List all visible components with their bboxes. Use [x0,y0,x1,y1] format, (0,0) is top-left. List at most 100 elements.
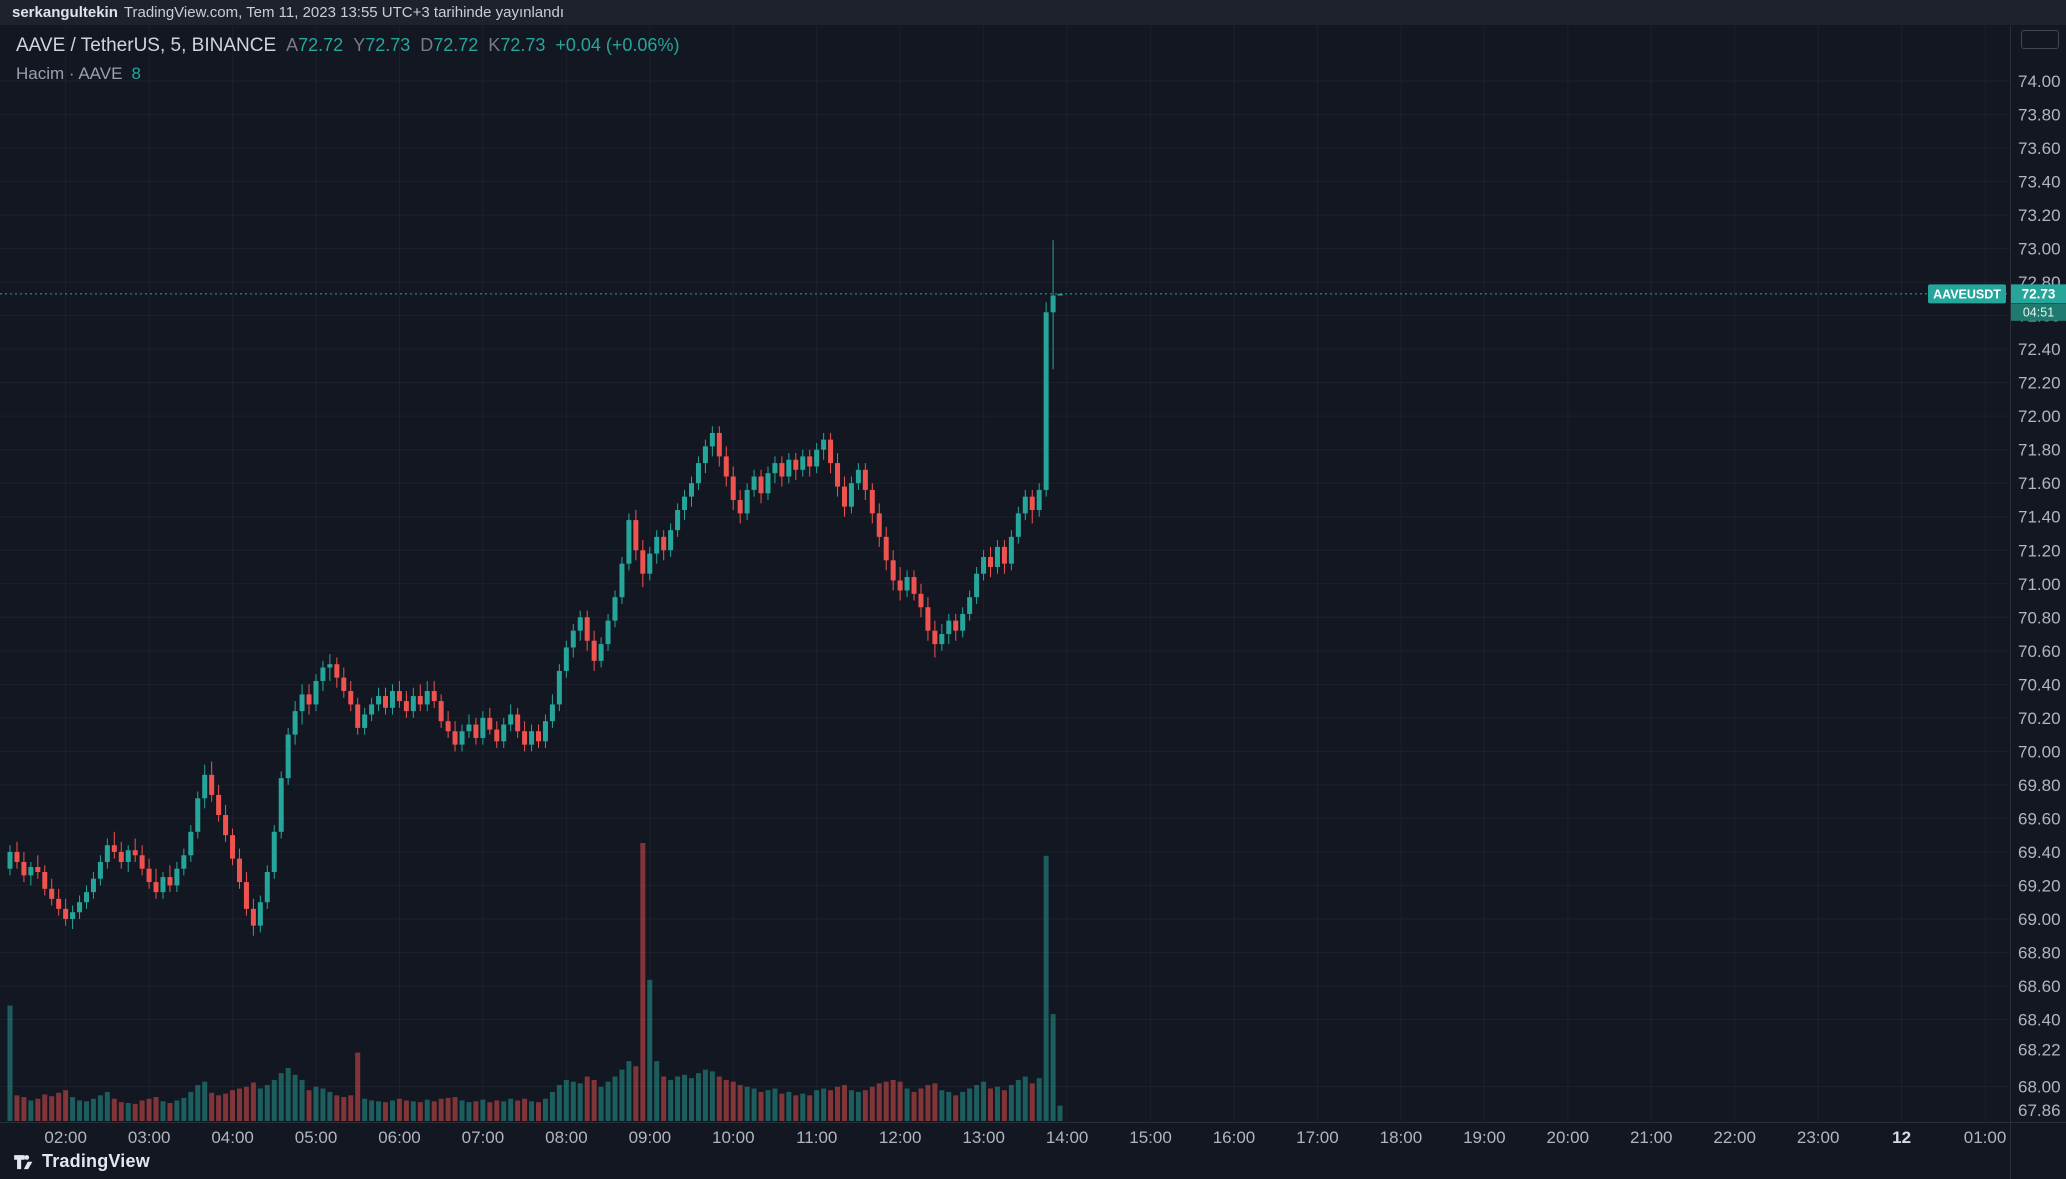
volume-bar [257,1088,263,1121]
candle-body [146,868,152,883]
candle-body [417,696,423,705]
volume-bar [494,1100,500,1121]
candle-body [828,439,834,464]
volume-bar [376,1101,382,1121]
volume-bar [271,1079,277,1121]
volume-bar [960,1091,966,1121]
volume-bar [570,1081,576,1121]
candle-body [111,845,117,852]
price-axis-label: 70.40 [2018,675,2061,694]
volume-bar [1008,1085,1014,1121]
price-axis-label: 72.00 [2018,407,2061,426]
last-price-badge [2011,284,2066,304]
candle-body [633,520,639,551]
volume-bar [883,1081,889,1121]
top-right-button[interactable] [2021,30,2059,49]
candle-body [904,577,910,591]
footer-brand[interactable]: TradingView [13,1151,150,1172]
candle-body [591,640,597,661]
candle-body [682,496,688,511]
volume-bar [424,1099,430,1121]
volume-bar [285,1067,291,1121]
candle-body [960,613,966,631]
volume-bar [647,979,653,1121]
price-axis-label: 69.20 [2018,876,2061,895]
volume-bar [556,1085,562,1121]
volume-bar [758,1091,764,1121]
price-axis-label: 68.40 [2018,1011,2061,1030]
volume-bar [695,1073,701,1121]
symbol-title[interactable]: AAVE / TetherUS, 5, BINANCE [16,35,277,56]
volume-bar [501,1101,507,1121]
volume-bar [396,1098,402,1121]
candle-body [598,644,604,661]
volume-bar [466,1102,472,1121]
price-axis[interactable]: 74.0073.8073.6073.4073.2073.0072.8072.60… [2018,72,2061,1120]
candle-body [890,560,896,581]
candle-body [1057,293,1063,296]
candle-body [466,724,472,732]
candle-body [14,851,20,862]
candle-body [1050,295,1056,313]
publisher-username[interactable]: serkangultekin [12,4,118,21]
open-label: A [286,35,299,55]
time-axis-label: 15:00 [1129,1128,1172,1147]
candle-body [529,731,535,745]
volume-bar [563,1079,569,1121]
candle-body [508,714,514,725]
candle-body [953,620,959,631]
volume-bar [1036,1078,1042,1121]
candle-body [42,872,48,889]
volume-bar [730,1081,736,1121]
volume-bar [974,1085,980,1121]
candle-body [1043,312,1049,490]
candle-body [835,463,841,487]
symbol-badge [1928,284,2006,304]
volume-bar [278,1073,284,1121]
candle-body [292,711,298,735]
candle-body [355,704,361,728]
volume-indicator-label[interactable]: Hacim · AAVE [16,63,123,83]
volume-bar [320,1088,326,1121]
volume-bar [146,1098,152,1121]
volume-bar [835,1086,841,1121]
time-axis[interactable]: 02:00 03:00 04:00 05:00 06:00 07:00 08:00 09:00… [44,1128,2006,1147]
tradingview-logo-icon [14,1155,33,1170]
candle-body [410,696,416,712]
candle-body [236,858,242,883]
candle-body [341,677,347,692]
axis-borders [0,26,2066,1179]
volume-bar [897,1081,903,1121]
price-axis-label: 70.00 [2018,742,2061,761]
candle-body [230,835,236,859]
candle-body [647,553,653,574]
volume-bar [1057,1105,1063,1121]
candle-body [383,696,389,708]
volume-bar [306,1090,312,1121]
tradingview-logo-text: TradingView [42,1151,150,1171]
volume-bar [77,1100,83,1121]
candle-body [570,630,576,648]
candle-body [494,729,500,742]
volume-bar [403,1100,409,1121]
price-axis-label: 74.00 [2018,72,2061,91]
volume-bar [236,1088,242,1121]
candle-body [376,696,382,705]
candles-layer [7,240,1063,936]
candle-body [612,597,618,621]
volume-bar [292,1074,298,1121]
volume-bar [383,1102,389,1121]
candle-body [452,731,458,745]
volume-bar [821,1088,827,1121]
volume-bar [522,1098,528,1121]
volume-bar [841,1085,847,1121]
volume-bar [793,1095,799,1121]
candle-body [848,483,854,507]
candle-body [313,680,319,705]
volume-bar [904,1088,910,1121]
volume-bar [445,1097,451,1121]
candle-body [63,908,69,919]
candle-body [125,850,131,862]
candle-body [536,731,542,742]
